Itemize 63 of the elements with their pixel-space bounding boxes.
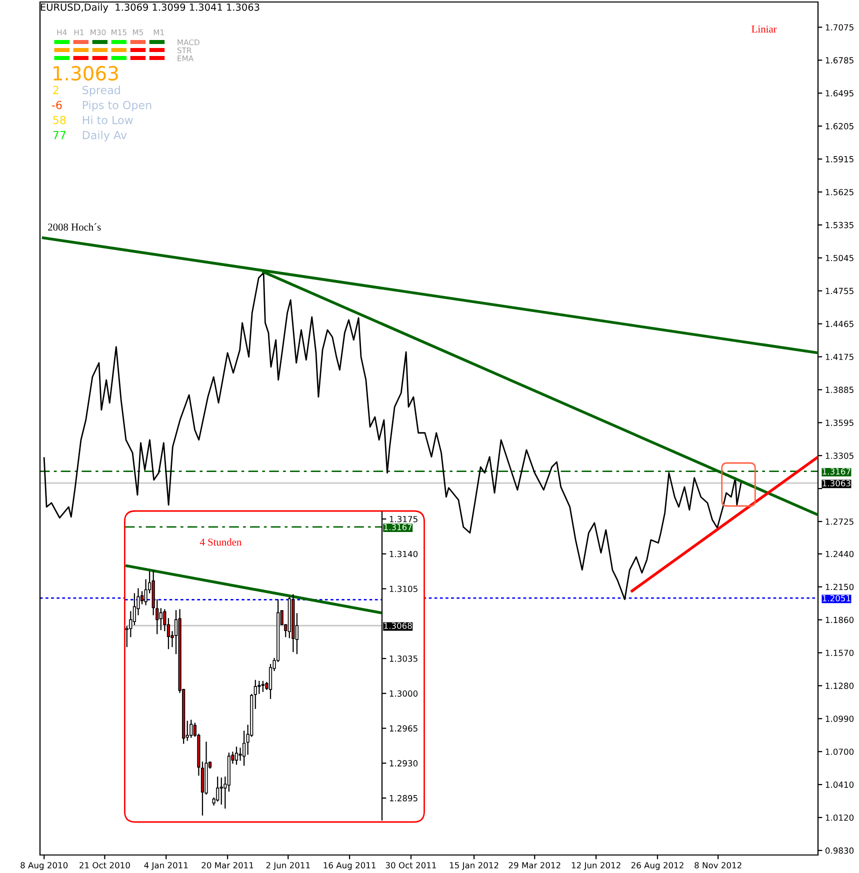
- annotation: Spread: [82, 86, 120, 96]
- y-tick-label: 1.4465: [826, 320, 854, 328]
- y-tick-label: 1.3885: [826, 386, 854, 393]
- y-tick-label: 1.2965: [390, 725, 418, 732]
- y-tick-label: 1.7075: [826, 24, 854, 31]
- x-tick-label: 8 Nov 2012: [694, 862, 742, 868]
- x-tick-label: 21 Oct 2010: [80, 862, 130, 868]
- annotation: Hi to Low: [82, 116, 133, 124]
- ref-line-label: 1.3063: [822, 480, 850, 486]
- y-tick-label: 1.6785: [826, 57, 854, 64]
- y-tick-label: 1.0410: [826, 782, 854, 788]
- y-tick-label: 1.0120: [826, 814, 854, 821]
- ref-line-label: 1.3167: [822, 468, 850, 475]
- y-tick-label: 1.2725: [826, 518, 854, 525]
- y-tick-label: 1.3305: [826, 452, 854, 459]
- y-tick-label: 1.1860: [826, 616, 854, 624]
- x-tick-label: 20 Mar 2011: [202, 862, 254, 868]
- x-tick-label: 16 Aug 2011: [324, 862, 376, 870]
- ref-line-label: 1.2051: [822, 595, 850, 602]
- annotation: Liniar: [752, 26, 777, 33]
- x-tick-label: 15 Jan 2012: [450, 862, 498, 870]
- y-tick-label: 1.0990: [826, 716, 854, 722]
- annotation: Pips to Open: [82, 100, 152, 112]
- y-tick-label: 1.4755: [826, 288, 854, 294]
- y-tick-label: 1.4175: [826, 354, 854, 360]
- annotation: 1.3063: [54, 66, 118, 81]
- y-tick-label: 1.1570: [826, 650, 854, 656]
- x-tick-label: 29 Mar 2012: [508, 862, 560, 868]
- y-tick-label: 1.5915: [826, 156, 854, 162]
- y-tick-label: 1.2440: [826, 550, 854, 558]
- y-tick-label: 1.6495: [826, 90, 854, 96]
- x-tick-label: 8 Aug 2010: [20, 862, 68, 870]
- y-tick-label: 1.3175: [390, 516, 418, 522]
- y-tick-label: 1.0700: [826, 748, 854, 755]
- y-tick-label: 1.6205: [826, 123, 854, 130]
- y-tick-label: 1.3000: [390, 690, 418, 697]
- x-tick-label: 4 Jan 2011: [144, 862, 188, 870]
- y-tick-label: 1.3140: [390, 550, 418, 558]
- y-tick-label: 1.3105: [390, 586, 418, 592]
- y-tick-label: 1.2895: [390, 795, 418, 802]
- annotation: 77: [53, 130, 66, 140]
- ref-line-label: 1.3068: [384, 622, 412, 629]
- annotation: 4 Stunden: [200, 538, 242, 546]
- annotation: 58: [53, 116, 66, 124]
- y-tick-label: 1.5625: [826, 188, 854, 196]
- y-tick-label: 1.3035: [390, 656, 418, 662]
- x-tick-label: 12 Jun 2012: [572, 862, 620, 870]
- y-tick-label: 1.5335: [826, 222, 854, 228]
- x-tick-label: 2 Jun 2011: [266, 862, 310, 870]
- ref-line-label: 1.3167: [384, 524, 412, 530]
- y-tick-label: 1.3595: [826, 420, 854, 426]
- x-tick-label: 30 Oct 2011: [386, 862, 436, 868]
- y-tick-label: 1.1280: [826, 682, 854, 689]
- chart-title: EURUSD,Daily 1.3069 1.3099 1.3041 1.3063: [40, 3, 260, 13]
- annotation: 2: [53, 86, 58, 94]
- y-tick-label: 1.2150: [826, 584, 854, 590]
- annotation: Daily Av: [82, 130, 127, 142]
- y-tick-label: 0.9830: [825, 847, 854, 854]
- x-tick-label: 26 Aug 2012: [631, 862, 684, 870]
- annotation: -6: [52, 100, 62, 110]
- y-tick-label: 1.2930: [390, 760, 418, 766]
- y-tick-label: 1.5045: [826, 254, 854, 262]
- annotation: 2008 Hoch´s: [48, 223, 101, 231]
